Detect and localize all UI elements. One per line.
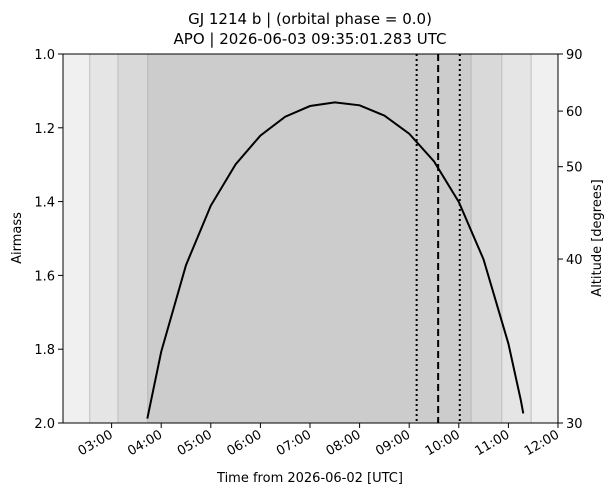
chart-subtitle: APO | 2026-06-03 09:35:01.283 UTC <box>174 30 447 48</box>
y-tick-label: 1.8 <box>34 343 55 358</box>
x-axis-label: Time from 2026-06-02 [UTC] <box>216 471 403 486</box>
twilight-band <box>470 54 503 423</box>
y2-axis-label: Altitude [degrees] <box>590 179 605 296</box>
y-tick-label: 1.2 <box>34 122 55 137</box>
x-tick-label: 10:00 <box>423 427 463 459</box>
y-axis-label: Airmass <box>10 212 25 264</box>
chart-title: GJ 1214 b | (orbital phase = 0.0) <box>188 10 432 28</box>
y2-tick-label: 50 <box>566 161 583 176</box>
x-tick-label: 09:00 <box>373 427 413 459</box>
plot-area <box>63 54 558 423</box>
twilight-band <box>501 54 532 423</box>
y-tick-label: 2.0 <box>34 417 55 432</box>
y2-tick-label: 60 <box>566 105 583 120</box>
x-tick-label: 04:00 <box>125 427 165 459</box>
x-tick-label: 06:00 <box>224 427 264 459</box>
twilight-band <box>117 54 149 423</box>
y-tick-label: 1.0 <box>34 48 55 63</box>
x-tick-label: 08:00 <box>324 427 364 459</box>
twilight-band <box>530 54 558 423</box>
twilight-band <box>89 54 119 423</box>
x-tick-label: 07:00 <box>274 427 314 459</box>
y-tick-label: 1.6 <box>34 269 55 284</box>
y2-tick-label: 30 <box>566 417 583 432</box>
y2-tick-label: 40 <box>566 253 583 268</box>
x-tick-label: 11:00 <box>472 427 512 459</box>
x-tick-label: 05:00 <box>175 427 215 459</box>
x-tick-label: 12:00 <box>522 427 562 459</box>
y2-tick-label: 90 <box>566 48 583 63</box>
twilight-band <box>63 54 91 423</box>
y-tick-label: 1.4 <box>34 196 55 211</box>
airmass-curve <box>146 101 525 419</box>
x-tick-label: 03:00 <box>76 427 116 459</box>
